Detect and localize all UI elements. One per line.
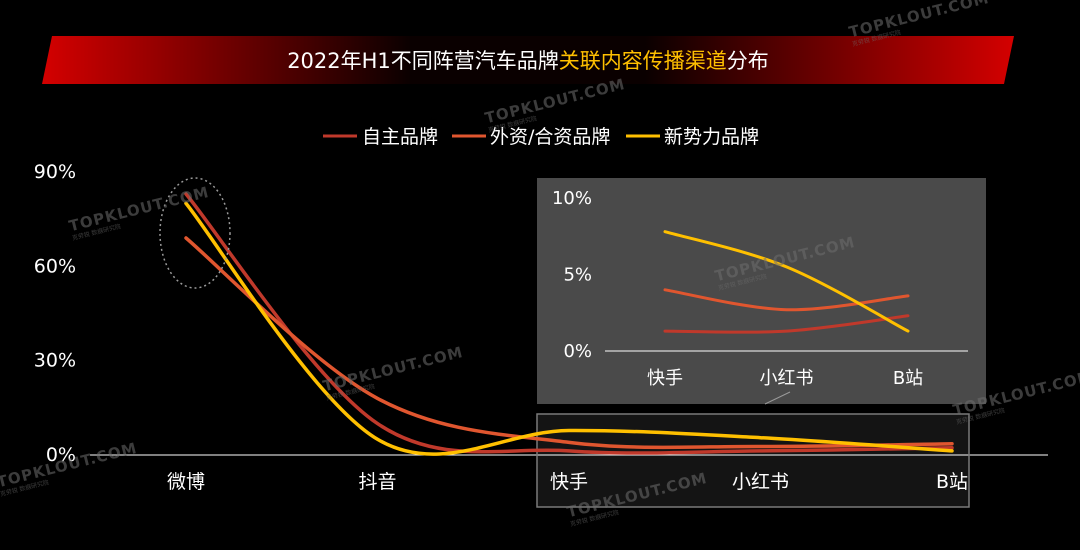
y-tick-label: 10% [552,188,592,209]
page-title: 2022年H1不同阵营汽车品牌关联内容传播渠道分布 [287,49,769,73]
x-tick-label: 小红书 [732,471,789,493]
x-tick-label: B站 [936,471,968,493]
y-tick-label: 90% [34,161,76,183]
series-line-1 [663,314,910,334]
inset-axis: 0% 5% 10% 快手 小红书 B站 [552,188,968,389]
inset-connector [764,391,791,405]
series-line-3 [184,201,954,456]
inset-panel [537,178,986,404]
title-banner [42,36,1014,84]
legend: 自主品牌 外资/合资品牌 新势力品牌 [323,126,759,148]
zoom-region-box [536,413,970,508]
y-tick-label: 0% [46,444,76,466]
series-line-2 [184,236,954,450]
x-tick-label: B站 [893,368,923,389]
x-tick-label: 微博 [167,471,205,493]
x-tick-label: 抖音 [358,471,396,493]
y-tick-label: 5% [563,265,592,286]
legend-label-2: 外资/合资品牌 [490,126,610,148]
weibo-highlight-ellipse [159,177,231,289]
main-axis: 0%30%60%90%微博抖音快手小红书B站 [34,161,1048,493]
series-line-3 [663,230,910,333]
title-suffix: 分布 [727,49,769,73]
title-highlight: 关联内容传播渠道 [559,49,727,73]
legend-label-1: 自主品牌 [362,126,438,148]
x-tick-label: 快手 [550,471,588,493]
x-tick-label: 小红书 [760,368,814,389]
legend-label-3: 新势力品牌 [664,126,759,148]
y-tick-label: 30% [34,350,76,372]
inset-series [663,230,910,334]
x-tick-label: 快手 [647,368,683,389]
main-series [184,192,954,456]
y-tick-label: 60% [34,255,76,277]
series-line-2 [663,288,910,312]
title-prefix: 2022年H1不同阵营汽车品牌 [287,49,559,73]
y-tick-label: 0% [563,341,592,362]
